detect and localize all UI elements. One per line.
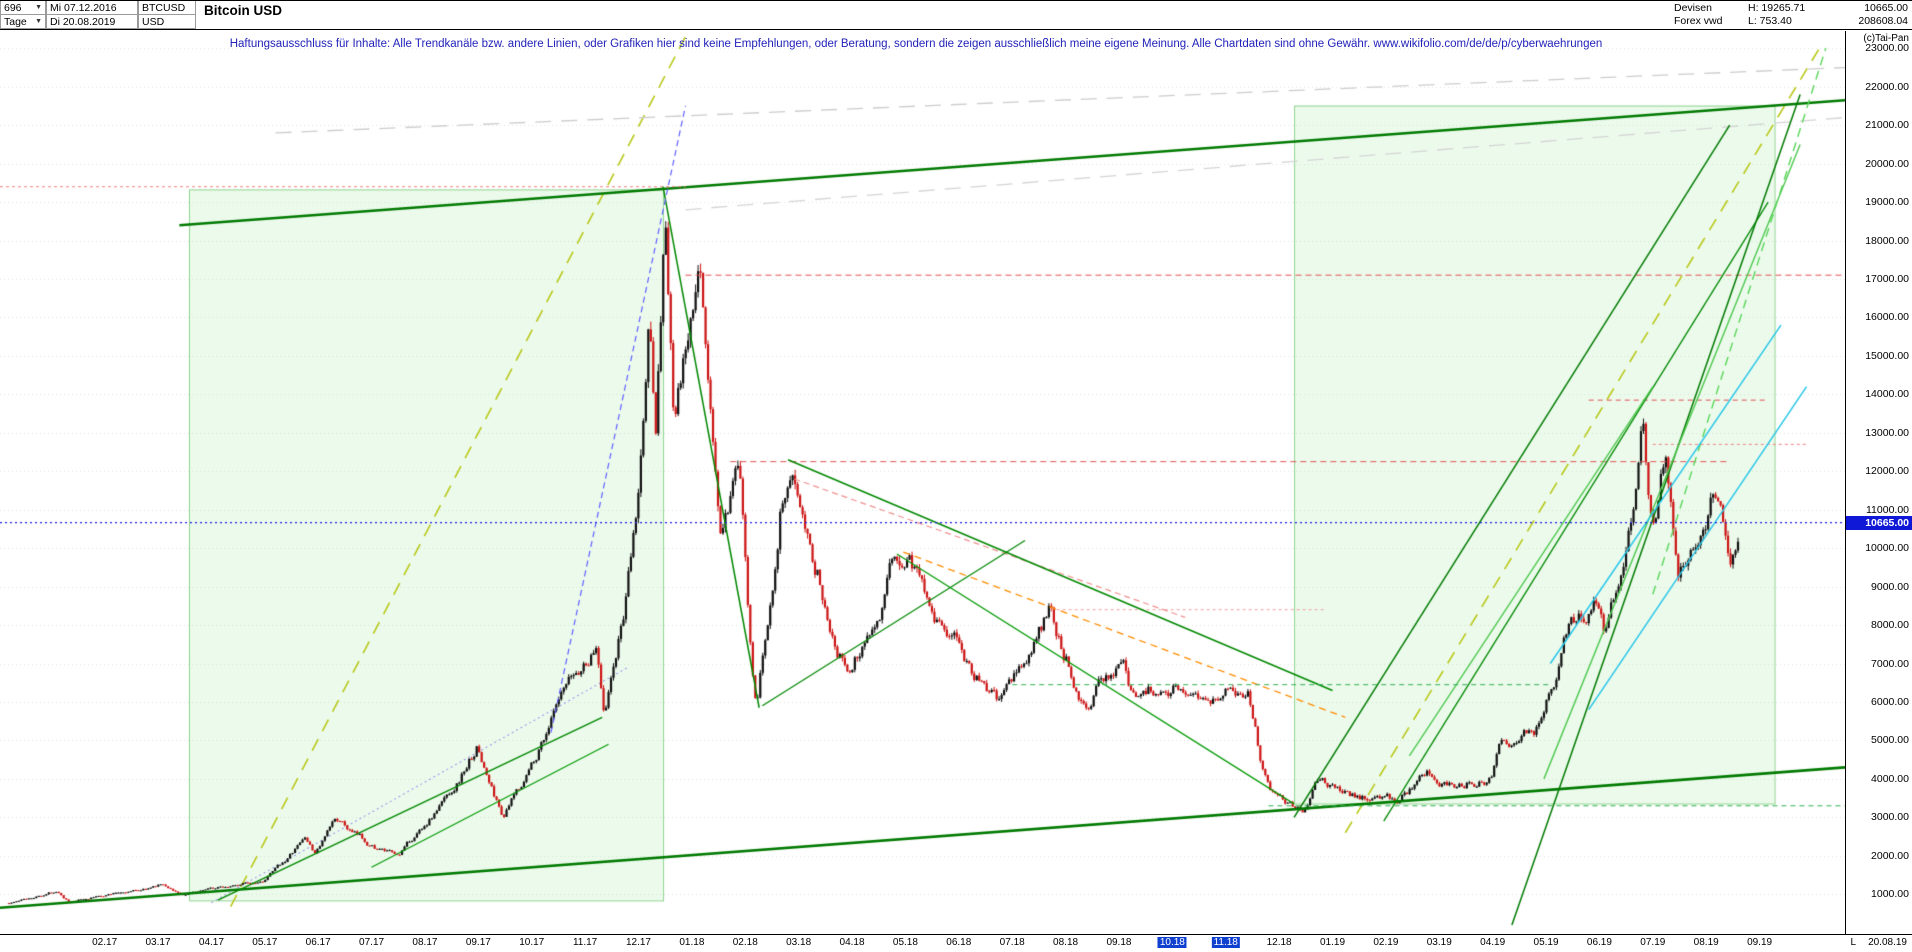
market-label: Devisen [1674,2,1712,14]
high-value: H: 19265.71 [1748,2,1806,14]
last-price-value: 10665.00 [1864,2,1908,14]
x-axis-label: 07.17 [359,937,385,948]
x-axis-label: 05.19 [1533,937,1559,948]
bars-count-value: 696 [4,1,22,14]
y-axis-tick-label: 17000.00 [1865,273,1909,285]
x-axis-label: 07.18 [999,937,1025,948]
x-axis-label: 09.17 [465,937,491,948]
x-axis-label: 06.17 [305,937,331,948]
time-axis: L 20.08.19 02.17 03.17 04.17 05.17 06.17 07.1… [0,934,1912,952]
timeframe-dropdown[interactable]: Tage ▼ [0,15,46,29]
x-axis-label: 08.17 [412,937,438,948]
x-axis-label: 09.19 [1747,937,1773,948]
y-axis-tick-label: 14000.00 [1865,388,1909,401]
x-axis-label: 08.18 [1053,937,1079,948]
y-axis-tick-label: 5000.00 [1871,734,1909,747]
x-axis-label: 11.17 [572,937,598,948]
y-axis-tick-label: 7000.00 [1871,657,1909,670]
x-axis-label: 04.19 [1480,937,1506,948]
x-axis-label: 07.19 [1640,937,1666,948]
x-axis-label: 04.17 [198,937,224,948]
x-axis-label: 06.18 [946,937,972,948]
last-date-value: 20.08.19 [1868,937,1907,948]
x-axis-label: 05.18 [892,937,918,948]
y-axis-tick-label: 8000.00 [1871,619,1909,632]
timeframe-value: Tage [4,15,27,28]
x-axis-label: 01.19 [1319,937,1346,948]
feed-label: Forex vwd [1674,15,1723,27]
x-axis-label: 03.19 [1426,937,1452,948]
x-axis-label: 03.17 [145,937,171,948]
x-axis-label: 10.17 [519,937,545,948]
chevron-down-icon: ▼ [35,18,42,25]
x-axis-label: 06.19 [1586,937,1612,948]
last-price-tag-value: 10665.00 [1865,516,1909,529]
y-axis-tick-label: 18000.00 [1865,234,1909,247]
chart-area: Haftungsausschluss für Inhalte: Alle Tre… [0,31,1912,952]
y-axis-tick-label: 10000.00 [1865,542,1909,555]
y-axis-tick-label: 11000.00 [1865,503,1909,516]
copyright-label: (c)Tai-Pan [1863,33,1909,44]
x-axis-label: 05.17 [252,937,278,948]
y-axis-tick-label: 9000.00 [1871,580,1909,593]
x-axis-label: 12.18 [1266,937,1292,948]
price-scale[interactable]: (c)Tai-Pan 10665.00 23000.00 22000.00 2100… [1845,31,1912,935]
disclaimer-text: Haftungsausschluss für Inhalte: Alle Tre… [229,38,1603,50]
chart-settings: 696 ▼ Mi 07.12.2016 BTCUSD Tage ▼ Di 20.… [0,1,196,29]
x-axis-label: 12.17 [625,937,651,948]
price-chart-canvas[interactable] [0,31,1845,935]
y-axis-tick-label: 2000.00 [1871,849,1909,862]
x-axis-label: 11.18 [1211,937,1240,948]
x-axis-label: 01.18 [679,937,705,948]
x-axis-label: 08.19 [1693,937,1719,948]
volume-value: 208608.04 [1858,15,1908,27]
y-axis-tick-label: 1000.00 [1871,888,1909,901]
y-axis-tick-label: 12000.00 [1865,465,1909,478]
y-axis-tick-label: 23000.00 [1865,42,1909,55]
x-axis-label: 02.19 [1373,937,1399,948]
x-axis-label: 04.18 [839,937,865,948]
y-axis-tick-label: 20000.00 [1865,157,1909,170]
last-date-label: L 20.08.19 [1851,937,1908,948]
y-axis-tick-label: 21000.00 [1865,119,1909,132]
quote-info: Devisen H: 19265.71 10665.00 Forex vwd L… [1674,1,1912,29]
last-date-l: L [1850,937,1857,948]
instrument-title: Bitcoin USD [204,3,283,18]
end-date-field[interactable]: Di 20.08.2019 [46,15,138,29]
y-axis-tick-label: 4000.00 [1871,772,1909,785]
last-price-tag: 10665.00 [1846,515,1912,530]
y-axis-tick-label: 15000.00 [1865,349,1909,362]
bars-count-dropdown[interactable]: 696 ▼ [0,1,46,15]
header-bar: 696 ▼ Mi 07.12.2016 BTCUSD Tage ▼ Di 20.… [0,0,1912,30]
symbol-field[interactable]: BTCUSD [138,1,196,15]
low-value: L: 753.40 [1748,15,1792,27]
start-date-field[interactable]: Mi 07.12.2016 [46,1,138,15]
y-axis-tick-label: 19000.00 [1865,196,1909,209]
y-axis-tick-label: 16000.00 [1865,311,1909,324]
x-axis-label: 02.18 [732,937,758,948]
chevron-down-icon: ▼ [35,4,42,11]
y-axis-tick-label: 6000.00 [1871,695,1909,708]
y-axis-tick-label: 13000.00 [1865,426,1909,439]
y-axis-tick-label: 22000.00 [1865,80,1909,93]
y-axis-tick-label: 3000.00 [1871,811,1909,824]
x-axis-label: 02.17 [92,937,118,948]
x-axis-label: 10.18 [1157,937,1187,948]
x-axis-label: 03.18 [786,937,812,948]
currency-field: USD [138,15,196,29]
x-axis-label: 09.18 [1106,937,1132,948]
